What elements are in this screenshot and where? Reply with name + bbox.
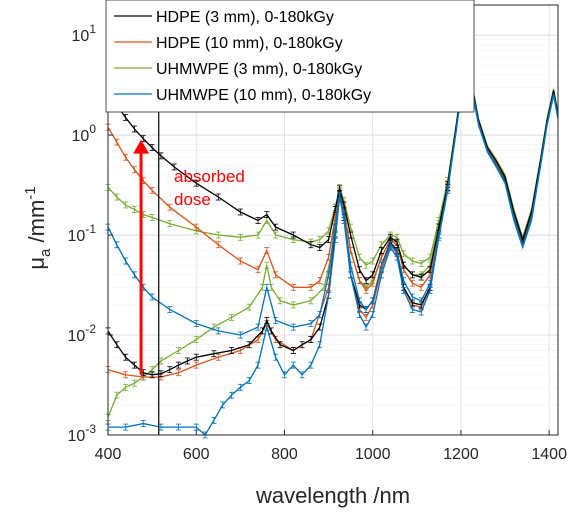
annotation-arrow-head (133, 139, 150, 154)
annotation-group: absorbed dose (133, 110, 245, 435)
x-tick-label: 1000 (355, 446, 391, 463)
y-tick-label: 100 (72, 122, 97, 145)
x-tick-label: 600 (183, 446, 210, 463)
legend-items: HDPE (3 mm), 0-180kGy HDPE (10 mm), 0-180… (114, 9, 371, 104)
x-tick-label: 400 (95, 446, 122, 463)
legend-entry: UHMWPE (10 mm), 0-180kGy (156, 87, 371, 104)
legend-entry: HDPE (10 mm), 0-180kGy (156, 35, 343, 52)
annotation-text-line2: dose (174, 190, 211, 209)
y-tick-label: 10-2 (68, 322, 97, 345)
x-tick-label: 800 (271, 446, 298, 463)
y-axis-label: μa /mm-1 (22, 186, 54, 269)
y-tick-label: 10-1 (68, 222, 97, 245)
annotation-text-line1: absorbed (174, 167, 245, 186)
series-curves (105, 55, 559, 439)
y-axis-ticks: 10-3 10-2 10-1 100 101 (68, 22, 113, 445)
x-tick-label: 1400 (531, 446, 567, 463)
x-axis-label: wavelength /nm (255, 483, 410, 508)
x-axis-ticks: 400 600 800 1000 1200 1400 (95, 430, 567, 463)
y-tick-label: 10-3 (68, 422, 97, 445)
y-tick-label: 101 (72, 22, 97, 45)
legend-entry: HDPE (3 mm), 0-180kGy (156, 9, 334, 26)
x-tick-label: 1200 (443, 446, 479, 463)
legend-box (105, 0, 475, 113)
legend-entry: UHMWPE (3 mm), 0-180kGy (156, 61, 362, 78)
legend: HDPE (3 mm), 0-180kGy HDPE (10 mm), 0-180… (105, 0, 475, 113)
series-line (107, 57, 559, 282)
